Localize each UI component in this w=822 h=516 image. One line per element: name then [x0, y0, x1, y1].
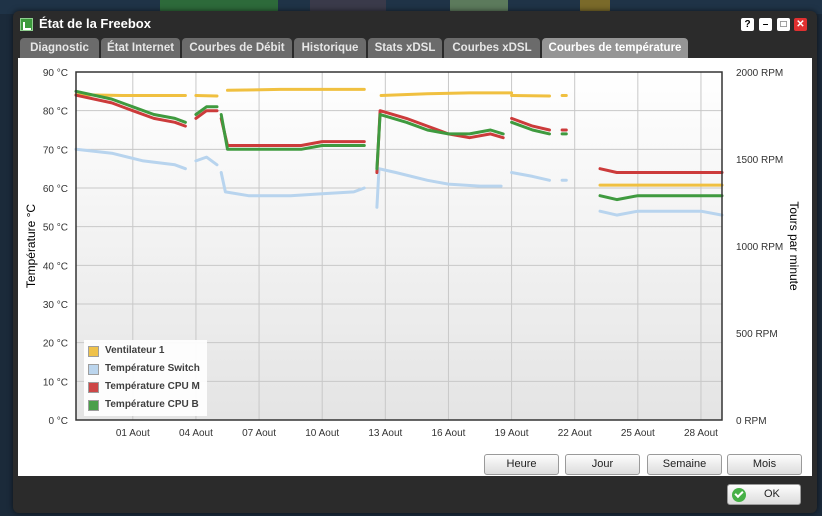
- series-line-1: [219, 171, 366, 198]
- ok-button[interactable]: OK: [727, 484, 801, 505]
- y-tick-label: 90 °C: [43, 68, 68, 79]
- series-line-1: [74, 147, 187, 171]
- y2-tick-label: 1000 RPM: [736, 242, 783, 253]
- y-tick-label: 50 °C: [43, 223, 68, 234]
- y2-tick-label: 0 RPM: [736, 416, 767, 427]
- freebox-status-window: État de la Freebox ? – □ ✕ Diagnostic Ét…: [13, 11, 817, 513]
- day-button[interactable]: Jour: [565, 454, 640, 475]
- series-line-2: [74, 93, 187, 128]
- y-tick-label: 40 °C: [43, 261, 68, 272]
- desktop-app-icon: [160, 0, 278, 14]
- y-tick-label: 30 °C: [43, 300, 68, 311]
- tab-courbes-xdsl[interactable]: Courbes xDSL: [444, 38, 540, 58]
- series-line-3: [375, 113, 505, 171]
- hour-button[interactable]: Heure: [484, 454, 559, 475]
- window-title: État de la Freebox: [39, 16, 151, 31]
- x-tick-label: 16 Aout: [431, 428, 465, 439]
- series-line-2: [598, 167, 724, 174]
- tab-historique[interactable]: Historique: [294, 38, 366, 58]
- y-tick-label: 20 °C: [43, 339, 68, 350]
- x-tick-label: 25 Aout: [621, 428, 655, 439]
- chart-legend: Ventilateur 1 Température Switch Tempéra…: [84, 340, 207, 416]
- series-line-0: [379, 91, 514, 97]
- tab-etat-internet[interactable]: État Internet: [101, 38, 180, 58]
- temperature-panel: 0 °C 10 °C 20 °C 30 °C 40 °C 50 °C 60 °C 70 °C 8…: [18, 58, 812, 476]
- y-axis-title: Température °C: [24, 204, 38, 288]
- y-tick-label: 80 °C: [43, 107, 68, 118]
- series-line-3: [219, 113, 366, 151]
- y-tick-label: 70 °C: [43, 145, 68, 156]
- minimize-button[interactable]: –: [759, 18, 772, 31]
- title-bar[interactable]: État de la Freebox ? – □ ✕: [13, 11, 817, 37]
- series-line-1: [375, 167, 503, 209]
- series-line-0: [194, 94, 219, 98]
- series-line-0: [510, 94, 551, 98]
- legend-label: Température CPU B: [105, 399, 199, 410]
- month-button[interactable]: Mois: [727, 454, 802, 475]
- series-line-1: [194, 155, 219, 167]
- y2-tick-label: 1500 RPM: [736, 155, 783, 166]
- desktop-app-icon: [310, 0, 386, 14]
- series-line-3: [598, 194, 724, 202]
- plot-border: [75, 71, 723, 421]
- x-tick-label: 04 Aout: [179, 428, 213, 439]
- series-line-3: [510, 120, 551, 136]
- week-button[interactable]: Semaine: [647, 454, 722, 475]
- legend-swatch: [88, 400, 99, 411]
- desktop-app-icon: [450, 0, 508, 14]
- help-button[interactable]: ?: [741, 18, 754, 31]
- freebox-app-icon: [20, 18, 33, 31]
- legend-label: Température CPU M: [105, 381, 200, 392]
- series-line-2: [510, 116, 551, 132]
- x-tick-label: 13 Aout: [368, 428, 402, 439]
- series-line-2: [375, 109, 505, 174]
- legend-swatch: [88, 346, 99, 357]
- legend-swatch: [88, 364, 99, 375]
- series-line-2: [194, 109, 219, 120]
- legend-swatch: [88, 382, 99, 393]
- y2-axis-title: Tours par minute: [787, 201, 801, 291]
- x-tick-label: 01 Aout: [116, 428, 150, 439]
- x-tick-label: 19 Aout: [495, 428, 529, 439]
- maximize-button[interactable]: □: [777, 18, 790, 31]
- y-tick-label: 10 °C: [43, 377, 68, 388]
- ok-label: OK: [764, 488, 780, 500]
- series-line-3: [74, 89, 187, 124]
- check-icon: [732, 488, 746, 502]
- y2-tick-label: 2000 RPM: [736, 68, 783, 79]
- x-tick-label: 10 Aout: [305, 428, 339, 439]
- desktop-background: [0, 0, 822, 14]
- y2-tick-label: 500 RPM: [736, 329, 778, 340]
- close-button[interactable]: ✕: [794, 18, 807, 31]
- series-line-0: [226, 87, 366, 92]
- x-tick-label: 22 Aout: [558, 428, 592, 439]
- y-tick-label: 60 °C: [43, 184, 68, 195]
- y-tick-label: 0 °C: [48, 416, 68, 427]
- legend-label: Ventilateur 1: [105, 345, 165, 356]
- series-line-3: [194, 105, 219, 116]
- tab-courbes-temperature[interactable]: Courbes de température: [542, 38, 688, 58]
- legend-label: Température Switch: [105, 363, 200, 374]
- x-tick-label: 07 Aout: [242, 428, 276, 439]
- series-line-1: [598, 209, 724, 217]
- x-tick-label: 28 Aout: [684, 428, 718, 439]
- desktop-app-icon: [580, 0, 610, 14]
- tab-stats-xdsl[interactable]: Stats xDSL: [368, 38, 442, 58]
- tab-courbes-debit[interactable]: Courbes de Débit: [182, 38, 292, 58]
- series-line-1: [510, 171, 551, 182]
- tab-diagnostic[interactable]: Diagnostic: [20, 38, 99, 58]
